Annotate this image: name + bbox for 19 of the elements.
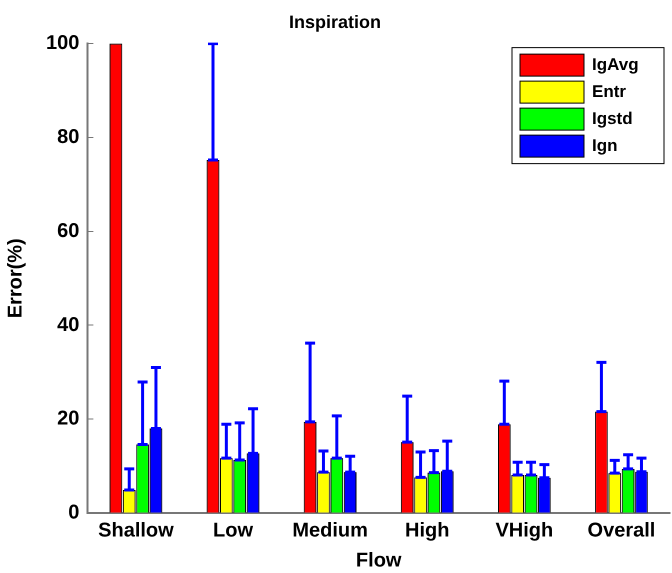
y-tick-label: 60 xyxy=(57,220,80,242)
x-tick-label: High xyxy=(405,520,450,542)
x-tick-label: Shallow xyxy=(98,520,174,542)
y-axis-title: Error(%) xyxy=(4,238,27,318)
legend-label: Ign xyxy=(592,136,618,155)
legend-label: IgAvg xyxy=(592,54,639,74)
y-tick-label: 40 xyxy=(57,314,80,336)
chart-title: Inspiration xyxy=(288,12,382,32)
x-tick-label: Low xyxy=(213,520,254,542)
y-tick-label: 80 xyxy=(57,126,80,148)
x-axis-title: Flow xyxy=(356,550,402,572)
y-tick-label: 100 xyxy=(46,32,80,54)
x-tick-label: Medium xyxy=(292,520,368,542)
y-tick-label: 20 xyxy=(57,408,80,430)
legend-label: Entr xyxy=(592,82,626,101)
x-tick-label: VHigh xyxy=(495,520,554,542)
y-tick-label: 0 xyxy=(68,502,80,524)
x-tick-label: Overall xyxy=(588,520,656,542)
legend-label: Igstd xyxy=(592,108,633,128)
